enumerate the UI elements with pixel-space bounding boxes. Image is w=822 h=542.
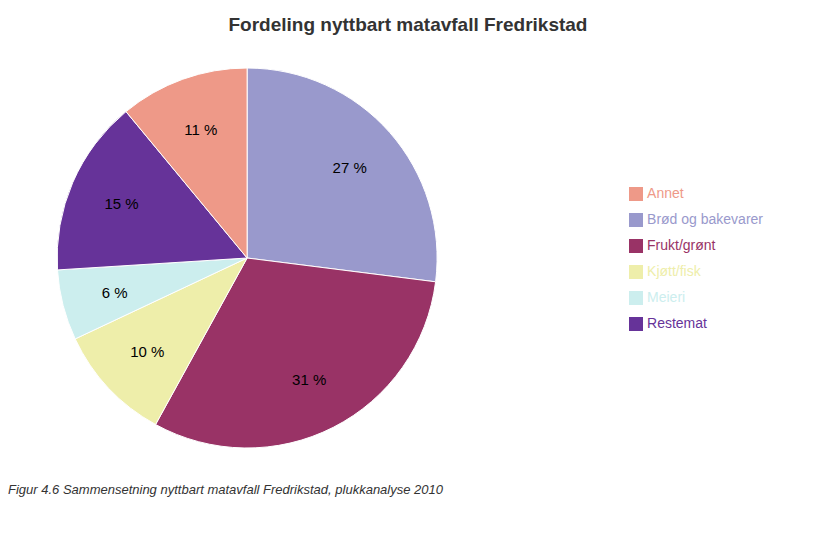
svg-text:10 %: 10 % xyxy=(130,343,164,360)
svg-text:11 %: 11 % xyxy=(184,121,217,138)
html-text:Frukt/grønt: Frukt/grønt xyxy=(647,237,716,253)
html-text:Meieri: Meieri xyxy=(647,289,686,305)
svg-text:27 %: 27 % xyxy=(333,159,367,176)
svg-text:15 %: 15 % xyxy=(104,195,138,212)
html-text:Brød og bakevarer: Brød og bakevarer xyxy=(647,211,763,227)
html-text:Fordeling nyttbart matavfall F: Fordeling nyttbart matavfall Fredrikstad xyxy=(228,14,588,35)
html-text:Annet: Annet xyxy=(647,185,684,201)
svg-text:6 %: 6 % xyxy=(102,284,128,301)
svg-text:31 %: 31 % xyxy=(292,371,326,388)
html-text:Figur 4.6 Sammensetning nyttba: Figur 4.6 Sammensetning nyttbart matavfa… xyxy=(8,482,443,497)
html-text:Restemat: Restemat xyxy=(647,315,707,331)
html-text:Kjøtt/fisk: Kjøtt/fisk xyxy=(647,263,701,279)
